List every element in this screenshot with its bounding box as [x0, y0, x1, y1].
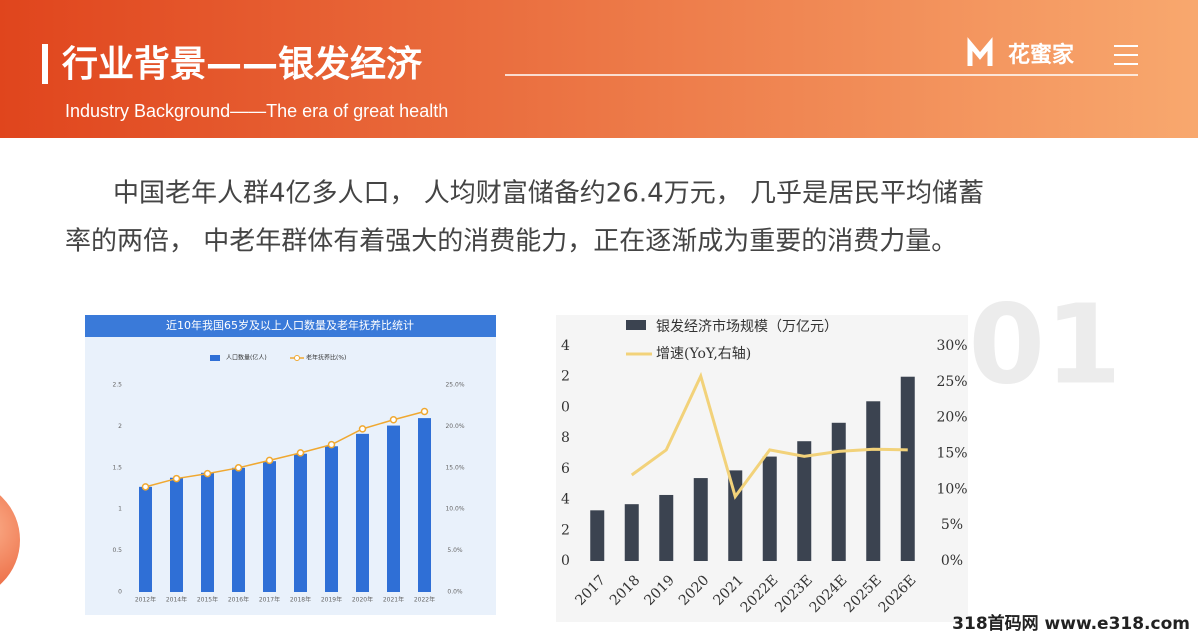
line-point: [420, 407, 429, 416]
bar: [232, 467, 245, 592]
y2-tick-label: 20%: [936, 410, 967, 426]
legend-label: 银发经济市场规模（万亿元）: [656, 318, 838, 335]
legend-label: 人口数量(亿人): [226, 354, 267, 362]
x-tick-label: 2017年: [259, 596, 280, 604]
bar: [418, 418, 431, 592]
line-point: [141, 483, 150, 491]
chart-title-bar: [85, 315, 496, 337]
title-bar: [42, 44, 48, 84]
bar: [762, 456, 777, 561]
logo-mark: [967, 37, 993, 66]
logo-text: 花蜜家: [1008, 42, 1075, 68]
y-tick-label: 1.5: [112, 464, 122, 471]
line-point: [296, 449, 305, 457]
y-tick-label: 0: [561, 553, 570, 569]
bar: [900, 376, 915, 561]
y-tick-label: 8: [561, 430, 570, 446]
y2-tick-label: 5%: [941, 517, 963, 533]
y2-tick-label: 10%: [936, 481, 967, 497]
body-text: 率的两倍， 中老年群体有着强大的消费能力，正在逐渐成为重要的消费力量。: [65, 227, 957, 257]
y-tick-label: 2: [561, 369, 570, 385]
header-band: [0, 0, 1198, 138]
y2-tick-label: 25.0%: [445, 382, 464, 389]
y-tick-label: 4: [561, 492, 570, 508]
x-tick-label: 2014年: [166, 596, 187, 604]
bar: [659, 494, 674, 561]
line: [145, 410, 425, 488]
y2-tick-label: 25%: [936, 374, 967, 390]
chart-title: 近10年我国65岁及以上人口数量及老年抚养比统计: [166, 318, 414, 332]
bar: [797, 441, 812, 561]
bar: [624, 504, 639, 561]
bar: [263, 461, 276, 592]
line: [630, 371, 908, 500]
line-point: [265, 456, 274, 465]
x-tick-label: 2021年: [383, 596, 404, 604]
bar: [387, 425, 400, 592]
section-number: 01: [968, 280, 1121, 408]
y2-tick-label: 10.0%: [445, 506, 464, 513]
y2-tick-label: 20.0%: [445, 423, 464, 430]
line-point: [203, 469, 212, 478]
line-point: [327, 440, 336, 449]
x-tick-label: 2015年: [197, 596, 218, 604]
bar: [356, 433, 369, 592]
legend-swatch: [210, 355, 220, 361]
bar: [866, 401, 881, 561]
menu-icon[interactable]: [1114, 45, 1138, 65]
body-text: 中国老年人群4亿多人口， 人均财富储备约26.4万元， 几乎是居民平均储蓄: [113, 179, 984, 209]
y-tick-label: 1: [118, 506, 122, 513]
x-tick-label: 2018年: [290, 596, 311, 604]
legend-label: 老年抚养比(%): [306, 354, 346, 362]
legend-label: 增速(YoY,右轴): [656, 346, 751, 362]
y-tick-label: 0.5: [112, 547, 122, 554]
x-tick-label: 2016年: [228, 596, 249, 604]
y-tick-label: 2.5: [112, 382, 122, 389]
y-tick-label: 0: [118, 589, 122, 596]
bar: [693, 478, 708, 561]
y2-tick-label: 0.0%: [447, 589, 463, 596]
legend-swatch: [626, 320, 646, 330]
y2-tick-label: 15%: [936, 446, 967, 462]
y2-tick-label: 0%: [941, 553, 963, 569]
legend-swatch: [294, 355, 300, 361]
y-tick-label: 4: [561, 338, 570, 354]
bar: [325, 446, 338, 592]
chart-panel: [556, 315, 968, 622]
y-tick-label: 2: [118, 423, 122, 430]
x-tick-label: 2022年: [414, 596, 435, 604]
line-point: [358, 425, 367, 433]
bar: [590, 510, 605, 561]
y-tick-label: 2: [561, 522, 570, 538]
x-tick-label: 2019年: [321, 596, 342, 604]
bar: [294, 453, 307, 592]
line-point: [172, 474, 181, 483]
line-point: [234, 464, 243, 472]
y2-tick-label: 30%: [936, 338, 967, 354]
line-point: [389, 416, 398, 424]
title: 行业背景——银发经济: [62, 44, 423, 85]
bar: [201, 472, 214, 592]
subtitle: Industry Background——The era of great he…: [65, 101, 448, 121]
y2-tick-label: 5.0%: [447, 547, 463, 554]
y-tick-label: 6: [561, 461, 570, 477]
bar: [139, 486, 152, 592]
y2-tick-label: 15.0%: [445, 464, 464, 471]
bar: [170, 477, 183, 592]
decor-ball: [0, 495, 20, 585]
x-tick-label: 2020年: [352, 596, 373, 604]
bar: [831, 422, 846, 561]
watermark: 318首码网 www.e318.com: [952, 613, 1190, 634]
x-tick-label: 2012年: [135, 596, 156, 604]
y-tick-label: 0: [561, 399, 570, 415]
